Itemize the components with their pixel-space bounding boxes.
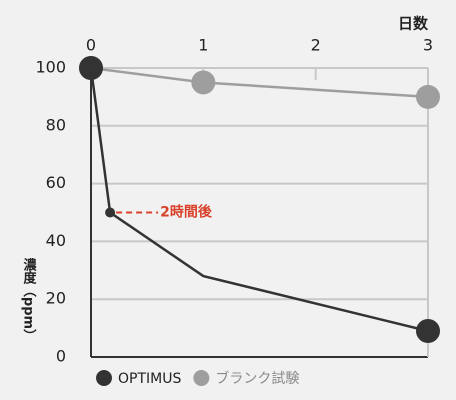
series-line [89,67,429,333]
point [191,70,216,95]
legend-label: ブランク試験 [215,370,299,387]
x-tick-label: 1 [198,36,208,55]
point [105,207,116,218]
x-tick-label: 0 [86,36,96,55]
x-axis-label: 日数 [398,15,429,33]
x-tick-label: 2 [311,36,321,55]
y-tick-label: 20 [46,289,66,308]
y-axis-label: 濃度（ppm） [21,257,38,342]
legend-marker [96,370,112,386]
legend-label: OPTIMUS [118,371,181,387]
point [79,56,103,80]
legend-marker [193,370,210,386]
y-tick-label: 40 [46,231,66,250]
y-tick-label: 60 [46,173,66,192]
point [416,84,440,109]
x-tick-label: 3 [423,36,433,55]
annotation: 2時間後 [160,204,213,221]
y-tick-label: 0 [56,347,66,366]
y-tick-label: 100 [35,58,66,77]
y-tick-label: 80 [46,115,66,134]
point [416,318,440,343]
